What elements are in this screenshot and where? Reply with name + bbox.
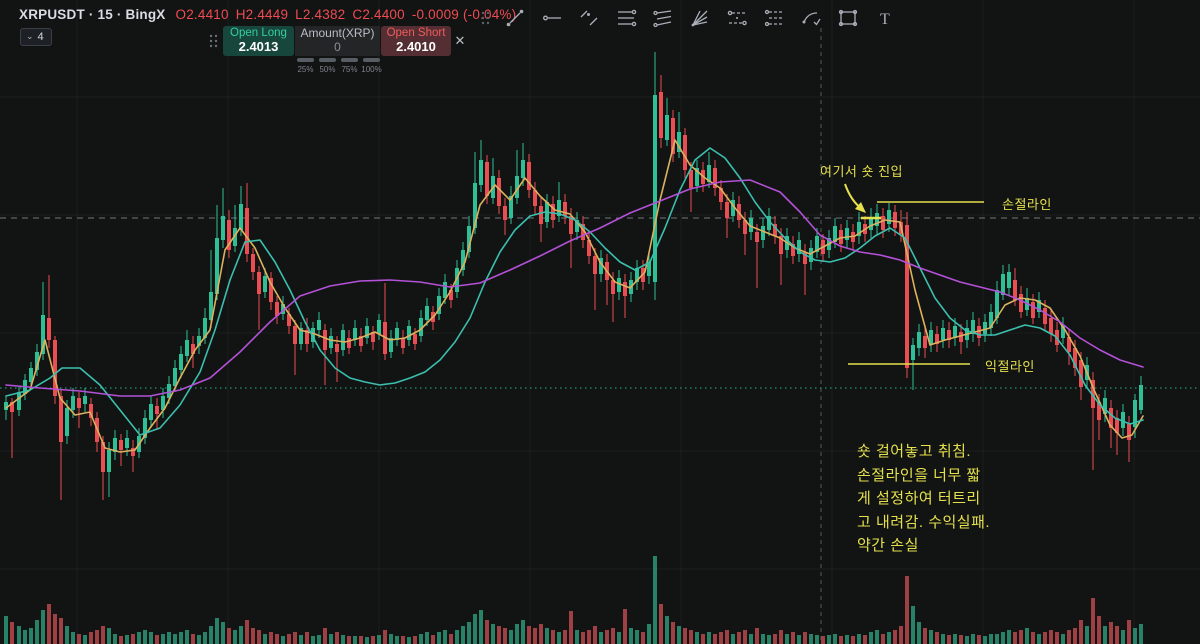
close-icon[interactable]: ✕ — [454, 33, 466, 48]
ohlc-readout: O2.4410 H2.4449 L2.4382 C2.4400 -0.0009 (-0.… — [176, 7, 524, 22]
low-value: L2.4382 — [295, 7, 346, 22]
drawing-toolbar: T — [480, 4, 899, 31]
cross-line-icon[interactable] — [574, 4, 603, 31]
svg-text:T: T — [880, 11, 890, 28]
gann-fan-icon[interactable] — [685, 4, 714, 31]
percent-25-button[interactable]: 25% — [297, 58, 314, 74]
open-long-price: 2.4013 — [238, 39, 279, 55]
indicator-count: 4 — [37, 31, 44, 43]
amount-label: Amount(XRP) — [300, 26, 375, 41]
trend-line-icon[interactable] — [500, 4, 529, 31]
percent-50-button[interactable]: 50% — [319, 58, 336, 74]
high-value: H2.4449 — [235, 7, 289, 22]
open-long-label: Open Long — [230, 26, 287, 39]
drawing-annotations — [844, 183, 984, 365]
ma-fast — [5, 139, 1144, 453]
trade-review-note: 숏 걸어놓고 취침. 손절라인을 너무 짧 게 설정하여 터트리 고 내려감. … — [857, 443, 991, 554]
ma-slow — [5, 179, 1144, 397]
fib-extension-icon[interactable] — [722, 4, 751, 31]
change-value: -0.0009 (-0.04%) — [411, 7, 517, 22]
fib-channel-icon[interactable] — [759, 4, 788, 31]
drag-handle-icon[interactable] — [208, 26, 218, 56]
ma-mid — [5, 147, 1144, 436]
trade-panel: Open Long 2.4013 Amount(XRP) 0 Open Shor… — [208, 26, 469, 56]
text-tool-icon[interactable]: T — [870, 4, 899, 31]
symbol-title[interactable]: XRPUSDT · 15 · BingX — [19, 7, 166, 22]
open-long-button[interactable]: Open Long 2.4013 — [223, 26, 294, 56]
volume-bars — [4, 556, 1143, 644]
toolbar-drag-handle-icon[interactable] — [480, 10, 490, 26]
brush-icon[interactable] — [796, 4, 825, 31]
open-short-label: Open Short — [386, 26, 446, 39]
price-level-lines — [0, 217, 1200, 389]
symbol-legend[interactable]: XRPUSDT · 15 · BingX O2.4410 H2.4449 L2.438… — [19, 7, 523, 22]
entry-note-text: 여기서 숏 진입 — [820, 164, 903, 179]
chevron-down-icon: ⌄ — [26, 31, 34, 41]
percent-75-button[interactable]: 75% — [341, 58, 358, 74]
open-value: O2.4410 — [175, 7, 229, 22]
rectangle-icon[interactable] — [833, 4, 862, 31]
open-short-price: 2.4010 — [396, 39, 436, 55]
take-profit-label: 익절라인 — [985, 359, 1035, 374]
indicators-collapse-chip[interactable]: ⌄ 4 — [20, 28, 52, 46]
amount-percent-slider: 25% 50% 75% 100% — [297, 58, 382, 74]
moving-average-lines — [5, 139, 1144, 453]
percent-100-button[interactable]: 100% — [361, 58, 382, 74]
fib-retracement-icon[interactable] — [611, 4, 640, 31]
amount-value: 0 — [334, 40, 341, 54]
horizontal-ray-icon[interactable] — [537, 4, 566, 31]
open-short-button[interactable]: Open Short 2.4010 — [381, 26, 451, 56]
close-value: C2.4400 — [352, 7, 405, 22]
candlesticks — [4, 52, 1143, 500]
parallel-channel-icon[interactable] — [648, 4, 677, 31]
amount-field[interactable]: Amount(XRP) 0 — [295, 26, 380, 56]
stop-loss-label: 손절라인 — [1002, 197, 1052, 212]
